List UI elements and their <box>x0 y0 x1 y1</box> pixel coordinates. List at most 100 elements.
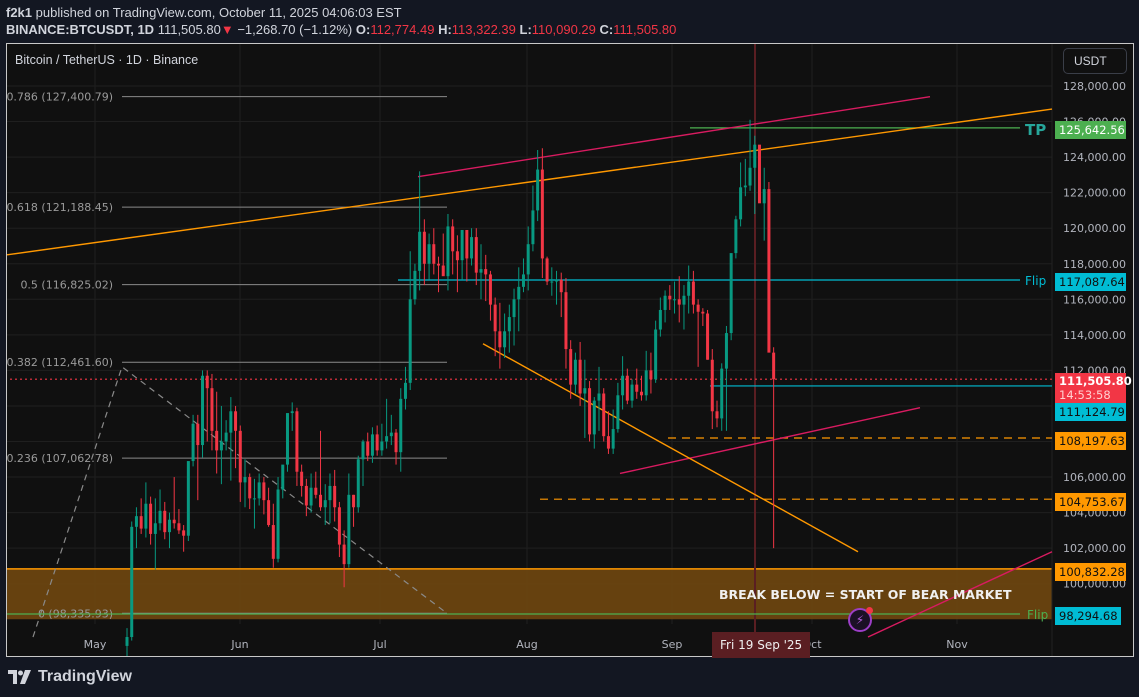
candle-body <box>375 434 379 451</box>
candle-body <box>772 352 776 380</box>
candle-body <box>446 226 450 277</box>
symbol-info: BINANCE:BTCUSDT, 1D 111,505.80▼ −1,268.7… <box>6 22 676 37</box>
candle-body <box>215 430 219 451</box>
candle-body <box>276 489 280 559</box>
flip-low-price-tag: 98,294.68 <box>1055 607 1121 625</box>
candle-body <box>540 169 544 259</box>
lightning-icon[interactable]: ⚡ <box>848 607 873 632</box>
candle-body <box>536 169 540 211</box>
candle-body <box>512 299 516 318</box>
candle-body <box>479 269 483 273</box>
candle-body <box>635 384 639 392</box>
time-tick: Sep <box>662 638 683 651</box>
candle-body <box>300 471 304 486</box>
cyan-level-tag: 111,124.79 <box>1055 403 1126 421</box>
candle-body <box>602 393 606 437</box>
candle-body <box>333 485 337 508</box>
last-price-tag: 111,505.80 14:53:58 <box>1055 373 1132 403</box>
candle-body <box>285 413 289 465</box>
candle-body <box>503 331 507 348</box>
candle-body <box>625 375 629 401</box>
candle-body <box>144 503 148 529</box>
candle-body <box>163 510 167 533</box>
symbol-name: BINANCE:BTCUSDT, 1D <box>6 22 155 37</box>
candle-body <box>663 295 667 310</box>
bear-market-annotation[interactable]: BREAK BELOW = START OF BEAR MARKET <box>719 587 1012 602</box>
low-value: 110,090.29 <box>531 22 596 37</box>
candle-body <box>252 498 256 500</box>
candle-body <box>172 519 176 524</box>
candle-body <box>234 411 238 431</box>
last-price: 111,505.80 <box>157 22 221 37</box>
time-tick: Nov <box>946 638 968 651</box>
tradingview-logo[interactable]: TradingView <box>8 668 132 686</box>
candle-body <box>616 395 620 430</box>
candle-body <box>191 423 195 462</box>
candle-body <box>545 258 549 282</box>
candle-body <box>158 510 162 524</box>
price-tick: 120,000.00 <box>1063 222 1126 235</box>
candle-body <box>153 523 157 534</box>
candle-body <box>432 244 436 264</box>
candle-body <box>130 526 134 638</box>
candle-body <box>243 477 247 483</box>
time-tick: May <box>84 638 107 651</box>
high-value: 113,322.39 <box>451 22 516 37</box>
open-label: O: <box>355 22 371 37</box>
candle-body <box>630 384 634 401</box>
flip-line-label: Flip <box>1025 274 1047 288</box>
candle-body <box>739 187 743 220</box>
fib-level-label: 0.382 (112,461.60) <box>7 356 113 369</box>
publish-info: f2k1 published on TradingView.com, Octob… <box>6 5 402 20</box>
candle-body <box>451 226 455 252</box>
low-label: L: <box>519 22 532 37</box>
candle-body <box>720 368 724 419</box>
candle-body <box>385 436 389 442</box>
candle-body <box>437 263 441 266</box>
brand-name: TradingView <box>38 668 132 685</box>
candle-body <box>380 441 384 451</box>
candle-body <box>347 494 351 565</box>
candle-body <box>337 507 341 545</box>
candle-body <box>356 459 360 508</box>
publish-date: published on TradingView.com, October 11… <box>35 5 402 20</box>
candle-body <box>606 436 610 449</box>
candle-body <box>677 299 681 305</box>
high-label: H: <box>438 22 452 37</box>
flip-low-line-label: Flip <box>1027 608 1049 622</box>
candle-body <box>762 189 766 204</box>
candle-body <box>767 189 771 353</box>
candle-body <box>531 210 535 245</box>
candle-body <box>498 331 502 348</box>
candle-body <box>658 309 662 330</box>
candle-body <box>687 281 691 296</box>
candle-body <box>125 637 129 646</box>
candle-body <box>319 494 323 508</box>
candle-body <box>403 382 407 399</box>
candle-body <box>186 461 190 536</box>
candle-body <box>210 388 214 431</box>
time-tick: Jul <box>372 638 386 651</box>
chart-pane[interactable]: Bitcoin / TetherUS · 1D · Binance USDT 1… <box>6 43 1134 657</box>
candle-body <box>394 432 398 453</box>
candle-body <box>743 185 747 188</box>
channel-lower-line <box>619 407 921 475</box>
candle-body <box>370 434 374 456</box>
candle-body <box>441 265 445 277</box>
candle-body <box>427 244 431 264</box>
tp-price-tag: 125,642.56 <box>1055 121 1126 139</box>
fib-level-label: 0.618 (121,188.45) <box>7 201 113 214</box>
flip-price-tag: 117,087.64 <box>1055 273 1126 291</box>
candle-body <box>352 494 356 508</box>
price-tick: 102,000.00 <box>1063 542 1126 555</box>
chart-legend: Bitcoin / TetherUS · 1D · Binance <box>15 53 199 67</box>
currency-button[interactable]: USDT <box>1063 48 1127 74</box>
candle-body <box>205 375 209 389</box>
last-price-value: 111,505.80 <box>1059 374 1132 388</box>
candle-body <box>290 411 294 414</box>
candle-body <box>408 299 412 383</box>
price-tick: 106,000.00 <box>1063 471 1126 484</box>
candle-body <box>484 269 488 275</box>
price-chart[interactable]: 128,000.00126,000.00124,000.00122,000.00… <box>7 44 1133 656</box>
candle-body <box>753 144 757 168</box>
